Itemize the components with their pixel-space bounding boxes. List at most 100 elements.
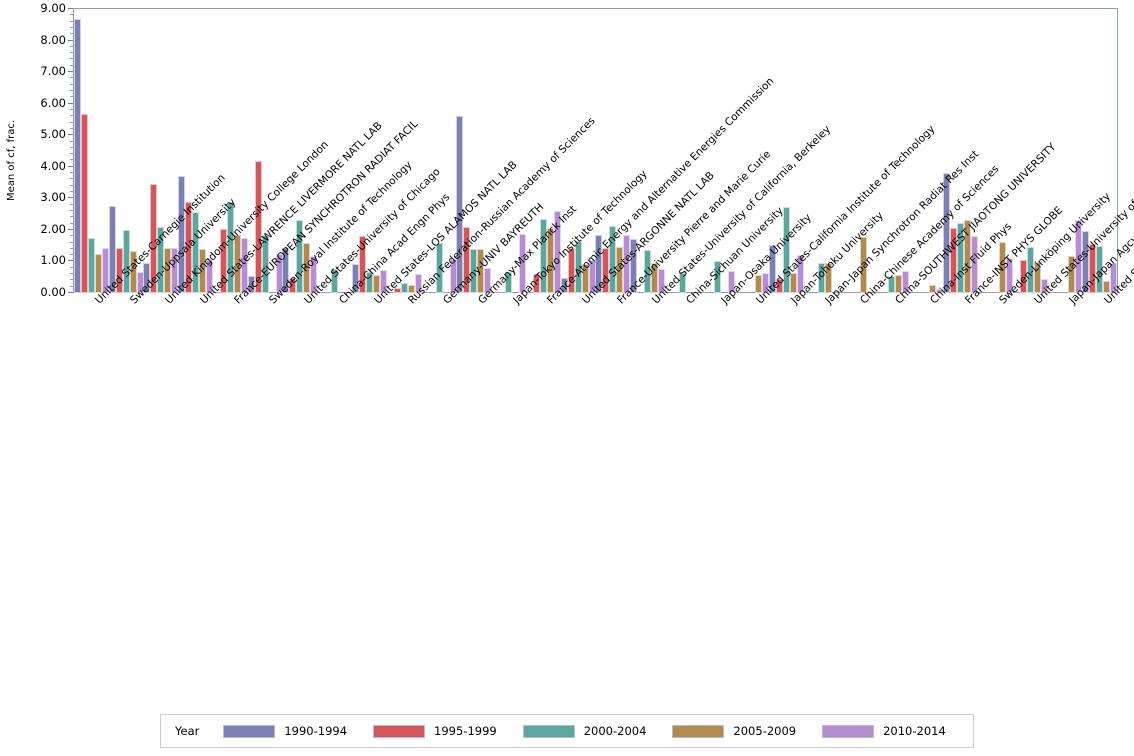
y-tick-mark	[68, 292, 73, 293]
y-tick-label: 1.00	[40, 253, 66, 268]
bar	[817, 263, 825, 293]
bar	[303, 243, 311, 293]
bar	[824, 262, 832, 293]
bar	[115, 248, 123, 293]
bar-group	[108, 8, 144, 293]
bar	[658, 269, 666, 293]
bar	[275, 254, 283, 293]
bar	[790, 273, 798, 293]
bar	[616, 246, 624, 293]
bar	[1110, 263, 1118, 293]
y-tick-minor	[70, 178, 73, 180]
legend-entry[interactable]: 2000-2004	[522, 724, 647, 738]
legend-label: 2010-2014	[883, 724, 946, 738]
bar	[129, 250, 137, 293]
y-tick-minor	[70, 77, 73, 79]
bar	[574, 240, 582, 293]
y-tick-minor	[70, 254, 73, 256]
y-tick-minor	[70, 266, 73, 268]
y-tick-minor	[70, 96, 73, 98]
bar	[456, 115, 464, 293]
bar	[971, 235, 979, 293]
bar	[602, 248, 610, 293]
legend-label: 2005-2009	[733, 724, 797, 738]
y-tick-mark	[68, 165, 73, 167]
bar	[94, 253, 102, 293]
bar	[366, 271, 374, 293]
bar	[240, 237, 248, 293]
y-tick-minor	[70, 241, 73, 243]
legend-label: 2000-2004	[583, 724, 647, 738]
bar-group	[943, 8, 979, 293]
bar-group	[213, 8, 248, 293]
bar	[164, 247, 172, 293]
legend-swatch	[522, 724, 575, 738]
bar	[150, 183, 158, 293]
y-tick-minor	[70, 146, 73, 148]
bar-group	[1047, 8, 1083, 293]
bar	[783, 207, 791, 293]
bar	[359, 236, 367, 293]
bar-group	[282, 8, 318, 293]
bar-series-layer	[73, 8, 1118, 293]
bar	[546, 228, 554, 293]
y-tick-minor	[70, 108, 73, 110]
legend-label: 1995-1999	[434, 724, 497, 738]
bar	[581, 263, 589, 293]
bar	[588, 259, 596, 293]
bar	[644, 250, 652, 293]
bar	[261, 235, 269, 293]
bar	[1082, 230, 1090, 293]
bar-group	[422, 8, 457, 293]
bar	[859, 236, 867, 293]
bar	[185, 202, 193, 293]
y-tick-minor	[70, 33, 73, 35]
bar	[108, 205, 116, 293]
bar	[101, 247, 109, 293]
bar	[894, 275, 902, 293]
bar	[352, 263, 360, 293]
y-tick-mark	[68, 260, 73, 262]
legend-entries: 1990-1994 1995-1999 2000-2004 2005-2009 2010…	[223, 724, 971, 738]
bar	[505, 272, 513, 293]
y-tick-minor	[70, 172, 73, 174]
bar-group	[839, 8, 874, 293]
bar-group	[908, 8, 944, 293]
legend-entry[interactable]: 1995-1999	[373, 724, 497, 738]
y-tick-label: 7.00	[40, 64, 66, 79]
bar-group	[456, 8, 492, 293]
bar	[1075, 220, 1083, 293]
y-tick-minor	[70, 83, 73, 85]
bar	[393, 287, 401, 293]
bar	[769, 244, 777, 293]
bar	[414, 273, 422, 293]
bar	[943, 173, 951, 293]
y-tick-mark	[68, 228, 73, 230]
bar-group	[526, 8, 561, 293]
legend-entry[interactable]: 1990-1994	[223, 724, 347, 738]
y-tick-minor	[70, 26, 73, 28]
bar	[122, 229, 130, 293]
bar	[435, 242, 443, 293]
bar	[929, 285, 937, 293]
bar	[219, 229, 227, 293]
bar	[484, 268, 492, 293]
bar-group	[874, 8, 909, 293]
bar	[1089, 244, 1097, 293]
bar	[713, 261, 721, 293]
y-tick-minor	[70, 285, 73, 287]
bar	[380, 269, 388, 293]
bar	[539, 219, 547, 293]
legend-entry[interactable]: 2010-2014	[822, 724, 946, 738]
bar-group	[734, 8, 770, 293]
bar	[289, 278, 297, 293]
legend-entry[interactable]: 2005-2009	[672, 724, 796, 738]
bar	[553, 210, 561, 293]
y-tick-minor	[70, 247, 73, 249]
bar	[331, 269, 339, 293]
y-tick-mark	[68, 8, 73, 9]
bar	[477, 248, 485, 293]
y-tick-minor	[70, 140, 73, 142]
bar-group	[247, 8, 283, 293]
bar	[449, 258, 457, 293]
